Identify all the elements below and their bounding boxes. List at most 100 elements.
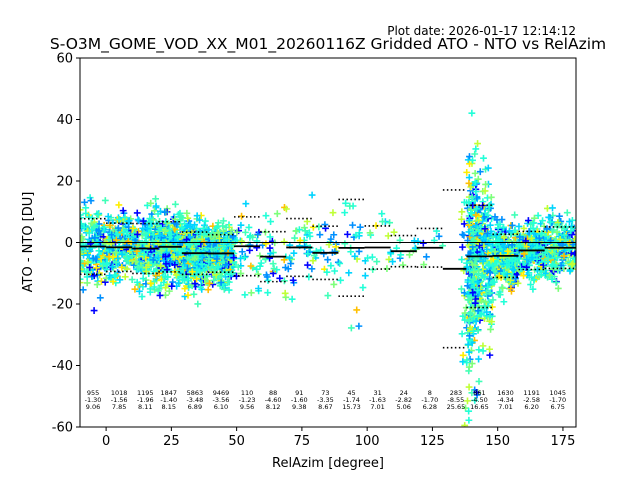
data-point xyxy=(474,286,481,294)
data-point xyxy=(255,285,262,292)
data-point xyxy=(220,243,228,250)
data-point xyxy=(121,273,129,281)
bin-n-label: 73 xyxy=(321,389,329,397)
data-point xyxy=(461,422,469,427)
data-point xyxy=(206,254,214,262)
data-point xyxy=(204,286,212,294)
data-point xyxy=(162,253,169,261)
data-point xyxy=(181,293,189,300)
data-point xyxy=(554,285,562,292)
data-point xyxy=(523,256,531,263)
data-point xyxy=(471,299,479,307)
data-point xyxy=(499,284,507,292)
data-point xyxy=(216,234,223,242)
data-point xyxy=(483,290,490,298)
data-point xyxy=(483,230,491,237)
data-point xyxy=(290,249,298,257)
data-point xyxy=(220,217,227,225)
data-point xyxy=(287,260,295,268)
data-point xyxy=(465,317,472,325)
data-point xyxy=(238,248,246,256)
data-point xyxy=(150,268,158,275)
data-point xyxy=(241,291,249,299)
data-point xyxy=(472,211,480,219)
bin-std-label: 25.65 xyxy=(447,403,466,411)
data-point xyxy=(208,230,216,237)
data-point xyxy=(469,261,477,269)
data-point xyxy=(504,238,512,246)
data-point xyxy=(474,140,481,147)
data-point xyxy=(465,348,473,356)
bin-n-label: 8 xyxy=(428,389,432,397)
data-point xyxy=(155,253,162,261)
data-point xyxy=(459,243,466,251)
x-tick-label: 50 xyxy=(228,434,245,449)
data-point xyxy=(493,216,501,224)
data-point xyxy=(472,317,480,325)
data-point xyxy=(101,197,109,204)
data-point xyxy=(201,217,209,225)
data-point xyxy=(458,208,466,216)
data-point xyxy=(304,250,312,258)
data-point xyxy=(83,279,91,287)
data-point xyxy=(245,223,253,231)
data-point xyxy=(292,227,300,235)
data-point xyxy=(458,330,466,338)
bin-std-label: 7.01 xyxy=(370,403,384,411)
data-point xyxy=(330,281,338,288)
data-point xyxy=(510,266,518,274)
data-point xyxy=(112,271,120,279)
data-point xyxy=(118,250,126,258)
data-point xyxy=(465,407,473,415)
data-point xyxy=(473,205,480,213)
data-point xyxy=(514,279,522,287)
data-point xyxy=(209,281,217,288)
data-point xyxy=(465,174,473,181)
data-point xyxy=(472,188,480,195)
data-point xyxy=(172,271,180,279)
data-point xyxy=(210,277,218,284)
bin-n-label: 24 xyxy=(400,389,408,397)
data-point xyxy=(359,284,367,291)
data-point xyxy=(183,236,190,243)
bin-std-label: 9.56 xyxy=(240,403,254,411)
data-point xyxy=(500,269,508,277)
data-point xyxy=(484,164,492,172)
data-point xyxy=(546,271,553,279)
data-point xyxy=(468,360,476,367)
data-point xyxy=(139,224,147,232)
data-point xyxy=(151,207,158,215)
data-point xyxy=(419,239,427,247)
data-point xyxy=(136,248,144,256)
data-point xyxy=(481,273,489,281)
data-point xyxy=(135,227,142,235)
data-point xyxy=(213,255,221,263)
data-point xyxy=(495,290,503,298)
bin-mean-label: -1.60 xyxy=(291,396,308,404)
data-point xyxy=(114,224,122,232)
data-point xyxy=(469,156,476,164)
data-point xyxy=(486,351,494,359)
data-point xyxy=(556,236,564,243)
data-point xyxy=(316,231,324,239)
data-point xyxy=(175,279,183,287)
data-point xyxy=(183,254,191,262)
data-point xyxy=(341,240,349,248)
bin-n-label: 955 xyxy=(87,389,99,397)
data-point xyxy=(474,278,482,286)
data-point xyxy=(500,234,508,242)
data-point xyxy=(486,313,494,320)
data-point xyxy=(344,230,351,238)
data-point xyxy=(206,280,213,287)
data-point xyxy=(109,253,117,261)
data-point xyxy=(504,247,512,255)
data-point xyxy=(549,261,557,269)
data-point xyxy=(142,234,150,242)
data-point xyxy=(129,224,137,232)
data-point xyxy=(544,255,552,263)
data-point xyxy=(414,238,422,245)
data-point xyxy=(226,270,234,278)
data-point xyxy=(330,231,338,239)
data-point xyxy=(320,250,328,258)
